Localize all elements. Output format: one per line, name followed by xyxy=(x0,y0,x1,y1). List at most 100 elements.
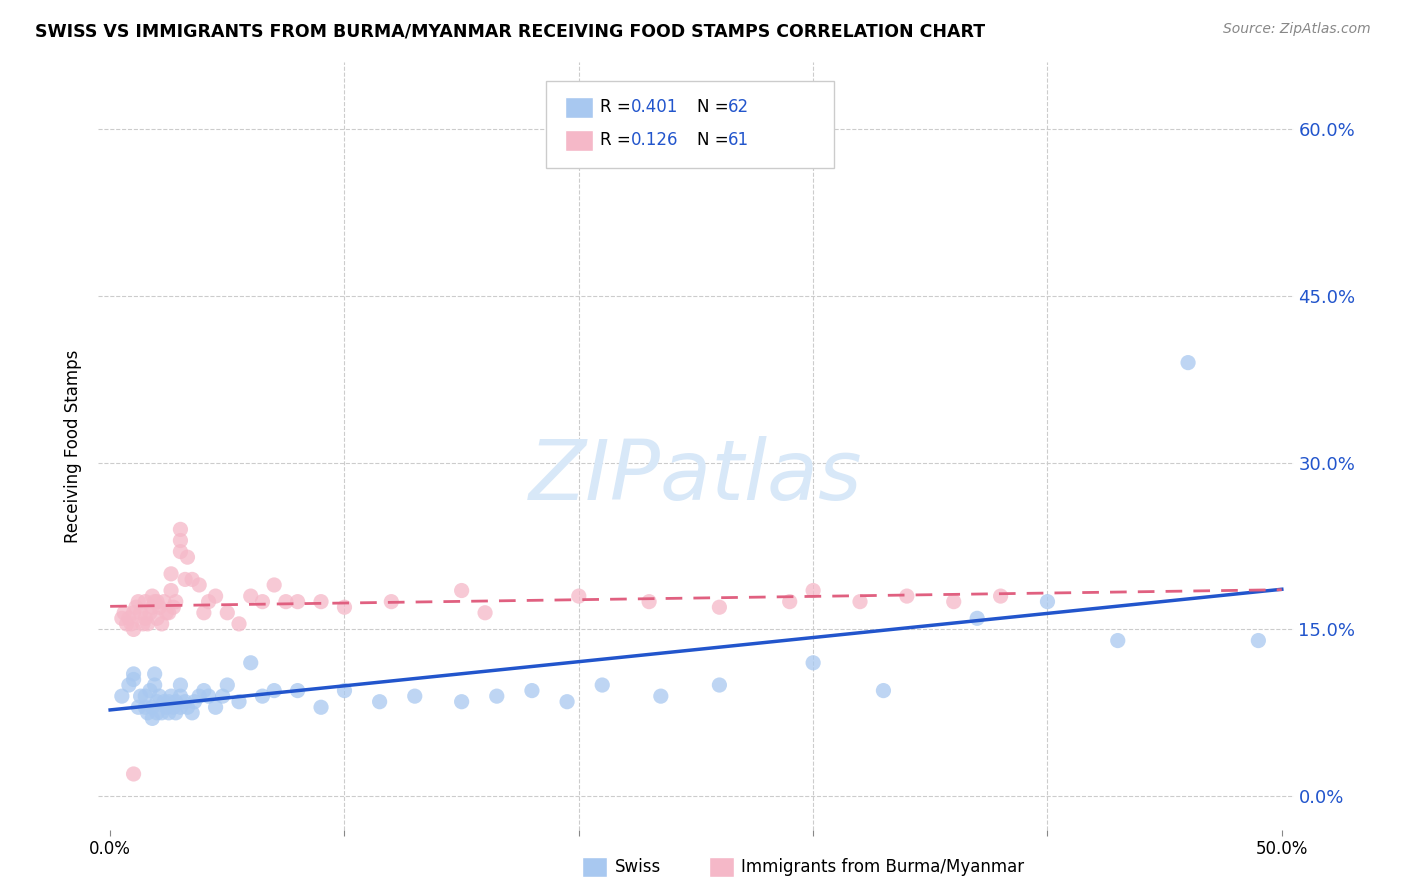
Point xyxy=(169,522,191,536)
Text: Swiss: Swiss xyxy=(614,858,661,876)
Point xyxy=(709,678,731,692)
Text: N =: N = xyxy=(697,98,734,117)
Point xyxy=(150,706,173,720)
Point xyxy=(129,689,152,703)
Point xyxy=(136,706,159,720)
Point xyxy=(204,700,226,714)
Point xyxy=(111,689,134,703)
Point xyxy=(966,611,988,625)
Point xyxy=(136,616,159,631)
Point xyxy=(1177,356,1199,370)
Point xyxy=(263,578,285,592)
Point xyxy=(169,678,191,692)
Point xyxy=(141,589,163,603)
Point xyxy=(146,706,169,720)
Point xyxy=(134,611,156,625)
Text: Source: ZipAtlas.com: Source: ZipAtlas.com xyxy=(1223,22,1371,37)
Point xyxy=(141,700,163,714)
Point xyxy=(139,683,162,698)
Point xyxy=(368,695,391,709)
Point xyxy=(120,616,142,631)
Point xyxy=(239,589,262,603)
Point xyxy=(148,689,170,703)
Point xyxy=(118,678,141,692)
Point xyxy=(174,573,197,587)
Point xyxy=(122,606,145,620)
Point xyxy=(650,689,672,703)
Text: 0.401: 0.401 xyxy=(631,98,679,117)
Point xyxy=(197,594,219,608)
Text: N =: N = xyxy=(697,131,734,150)
Point xyxy=(155,606,177,620)
Point xyxy=(122,767,145,781)
Point xyxy=(165,695,187,709)
Point xyxy=(146,695,169,709)
Text: 61: 61 xyxy=(728,131,749,150)
Point xyxy=(555,695,578,709)
Point xyxy=(942,594,965,608)
Point xyxy=(129,606,152,620)
Text: R =: R = xyxy=(600,98,637,117)
Point xyxy=(169,700,191,714)
Point xyxy=(333,600,356,615)
Point xyxy=(162,700,184,714)
Point xyxy=(252,594,274,608)
Point xyxy=(990,589,1012,603)
Point xyxy=(309,700,332,714)
Text: ZIPatlas: ZIPatlas xyxy=(529,436,863,517)
Point xyxy=(146,594,169,608)
Point xyxy=(157,606,180,620)
Point xyxy=(181,573,204,587)
Point xyxy=(132,616,155,631)
Point xyxy=(193,606,215,620)
Point xyxy=(162,600,184,615)
Point xyxy=(287,683,309,698)
Point xyxy=(228,695,250,709)
Point xyxy=(174,695,197,709)
Point xyxy=(160,566,183,581)
Point xyxy=(143,678,166,692)
Point xyxy=(197,689,219,703)
Point xyxy=(176,550,198,565)
Point xyxy=(485,689,508,703)
Point xyxy=(153,594,176,608)
Point xyxy=(157,695,180,709)
Point xyxy=(141,600,163,615)
Point xyxy=(1247,633,1270,648)
Point xyxy=(263,683,285,698)
Point xyxy=(779,594,801,608)
Point xyxy=(188,689,211,703)
Point xyxy=(1107,633,1129,648)
Point xyxy=(125,600,148,615)
Point xyxy=(217,678,239,692)
Point xyxy=(169,544,191,558)
Point xyxy=(228,616,250,631)
Point xyxy=(801,656,824,670)
Point xyxy=(404,689,426,703)
Point xyxy=(134,700,156,714)
Point xyxy=(160,689,183,703)
Point xyxy=(193,683,215,698)
Point xyxy=(160,583,183,598)
Point xyxy=(157,706,180,720)
Point xyxy=(111,611,134,625)
Point xyxy=(150,616,173,631)
Point xyxy=(141,711,163,725)
Point xyxy=(204,589,226,603)
Point xyxy=(127,700,149,714)
Point xyxy=(153,695,176,709)
Point xyxy=(217,606,239,620)
Point xyxy=(134,594,156,608)
Point xyxy=(638,594,661,608)
Point xyxy=(333,683,356,698)
Point xyxy=(287,594,309,608)
Point xyxy=(155,700,177,714)
Point xyxy=(134,689,156,703)
Point xyxy=(1036,594,1059,608)
Point xyxy=(450,583,472,598)
Point xyxy=(183,695,205,709)
Point xyxy=(872,683,894,698)
Point xyxy=(211,689,233,703)
Point xyxy=(122,673,145,687)
Point xyxy=(146,611,169,625)
